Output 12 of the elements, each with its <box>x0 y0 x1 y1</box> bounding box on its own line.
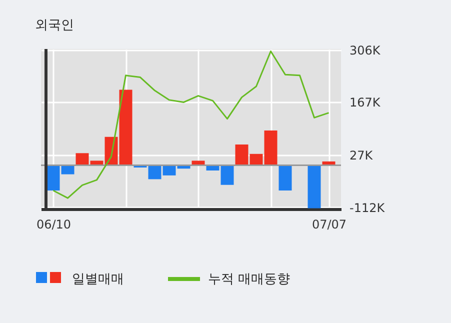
bar <box>278 165 292 191</box>
y-tick-label: 306K <box>350 43 382 58</box>
bar <box>308 165 321 208</box>
legend-label: 누적 매매동향 <box>208 271 290 288</box>
legend-label: 일별매매 <box>72 271 124 288</box>
y-tick-label: 27K <box>350 148 374 163</box>
y-tick-label: -112K <box>350 200 386 215</box>
y-tick-label: 167K <box>350 96 382 110</box>
x-tick-label: 07/07 <box>312 218 347 232</box>
chart-title: 외국인 <box>35 18 74 33</box>
line-series <box>52 50 330 199</box>
x-tick-label: 06/10 <box>36 218 72 232</box>
